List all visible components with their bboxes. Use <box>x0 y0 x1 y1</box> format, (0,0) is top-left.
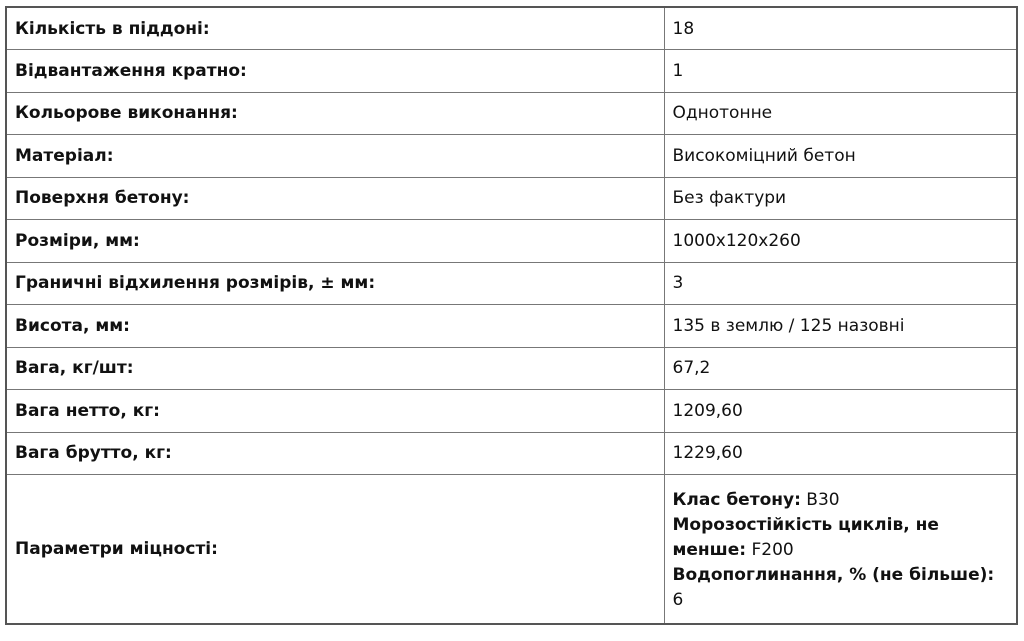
table-row: Кількість в піддоні: 18 <box>5 6 1018 50</box>
row-label: Матеріал: <box>5 134 665 178</box>
table-row-strength: Параметри міцності: Клас бетону: B30 Мор… <box>5 474 1018 624</box>
row-label: Граничні відхилення розмірів, ± мм: <box>5 261 665 305</box>
strength-item: Клас бетону: B30 <box>672 490 840 511</box>
table-row: Відвантаження кратно: 1 <box>5 49 1018 93</box>
row-label: Вага брутто, кг: <box>5 431 665 475</box>
row-label: Висота, мм: <box>5 304 665 348</box>
row-label: Вага, кг/шт: <box>5 346 665 390</box>
table-row: Розміри, мм: 1000x120x260 <box>5 219 1018 263</box>
table-row: Кольорове виконання: Однотонне <box>5 91 1018 135</box>
strength-item: Морозостійкість циклів, не менше: F200 <box>672 515 939 561</box>
row-label: Поверхня бетону: <box>5 176 665 220</box>
row-value: Однотонне <box>663 91 1018 135</box>
row-value: 1000x120x260 <box>663 219 1018 263</box>
table-row: Вага нетто, кг: 1209,60 <box>5 389 1018 433</box>
row-label: Розміри, мм: <box>5 219 665 263</box>
table-row: Граничні відхилення розмірів, ± мм: 3 <box>5 261 1018 305</box>
row-label: Кольорове виконання: <box>5 91 665 135</box>
row-label: Вага нетто, кг: <box>5 389 665 433</box>
row-label: Кількість в піддоні: <box>5 6 665 50</box>
row-label: Параметри міцності: <box>5 474 665 624</box>
table-row: Висота, мм: 135 в землю / 125 назовні <box>5 304 1018 348</box>
strength-values: Клас бетону: B30 Морозостійкість циклів,… <box>663 474 1018 624</box>
row-value: 18 <box>663 6 1018 50</box>
row-value: 3 <box>663 261 1018 305</box>
row-value: Без фактури <box>663 176 1018 220</box>
table-row: Поверхня бетону: Без фактури <box>5 176 1018 220</box>
table-row: Матеріал: Високоміцний бетон <box>5 134 1018 178</box>
row-value: Високоміцний бетон <box>663 134 1018 178</box>
row-value: 135 в землю / 125 назовні <box>663 304 1018 348</box>
table-row: Вага брутто, кг: 1229,60 <box>5 431 1018 475</box>
row-value: 1229,60 <box>663 431 1018 475</box>
table-row: Вага, кг/шт: 67,2 <box>5 346 1018 390</box>
strength-item: Водопоглинання, % (не більше): 6 <box>672 565 995 611</box>
row-value: 67,2 <box>663 346 1018 390</box>
row-value: 1 <box>663 49 1018 93</box>
specs-table: Кількість в піддоні: 18 Відвантаження крат… <box>5 6 1018 625</box>
row-value: 1209,60 <box>663 389 1018 433</box>
row-label: Відвантаження кратно: <box>5 49 665 93</box>
